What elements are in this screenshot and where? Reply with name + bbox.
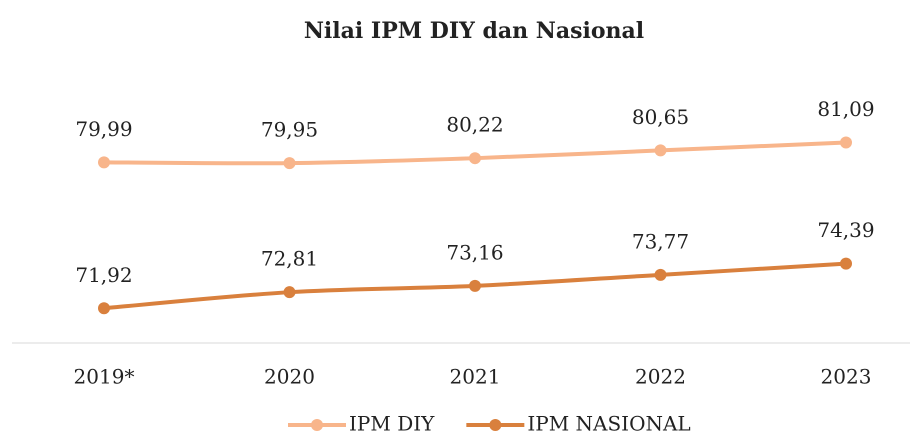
data-point: [98, 302, 110, 315]
data-label: 74,39: [817, 218, 874, 242]
data-label: 72,81: [261, 247, 318, 271]
x-tick-label: 2019*: [74, 365, 135, 389]
x-tick-label: 2022: [635, 365, 686, 389]
data-point: [469, 279, 481, 292]
data-label: 81,09: [817, 97, 874, 121]
chart-title: Nilai IPM DIY dan Nasional: [304, 18, 644, 44]
x-tick-label: 2023: [821, 365, 872, 389]
data-point: [283, 157, 296, 170]
legend-marker: [489, 419, 502, 431]
data-label: 80,22: [446, 113, 503, 137]
data-label: 79,95: [261, 118, 318, 142]
data-label: 71,92: [75, 263, 132, 287]
data-point: [98, 156, 110, 169]
data-label: 80,65: [632, 105, 689, 129]
data-point: [840, 136, 852, 149]
data-label: 73,16: [446, 240, 503, 264]
x-tick-label: 2020: [264, 365, 315, 389]
legend-label: IPM DIY: [349, 412, 435, 434]
data-point: [654, 268, 667, 281]
legend-marker: [311, 419, 323, 431]
data-point: [283, 286, 296, 299]
legend-label: IPM NASIONAL: [527, 412, 690, 434]
data-point: [654, 144, 667, 157]
data-point: [469, 152, 481, 165]
data-label: 73,77: [632, 229, 689, 253]
data-point: [840, 257, 852, 270]
x-tick-label: 2021: [450, 365, 501, 389]
data-label: 79,99: [75, 117, 132, 141]
